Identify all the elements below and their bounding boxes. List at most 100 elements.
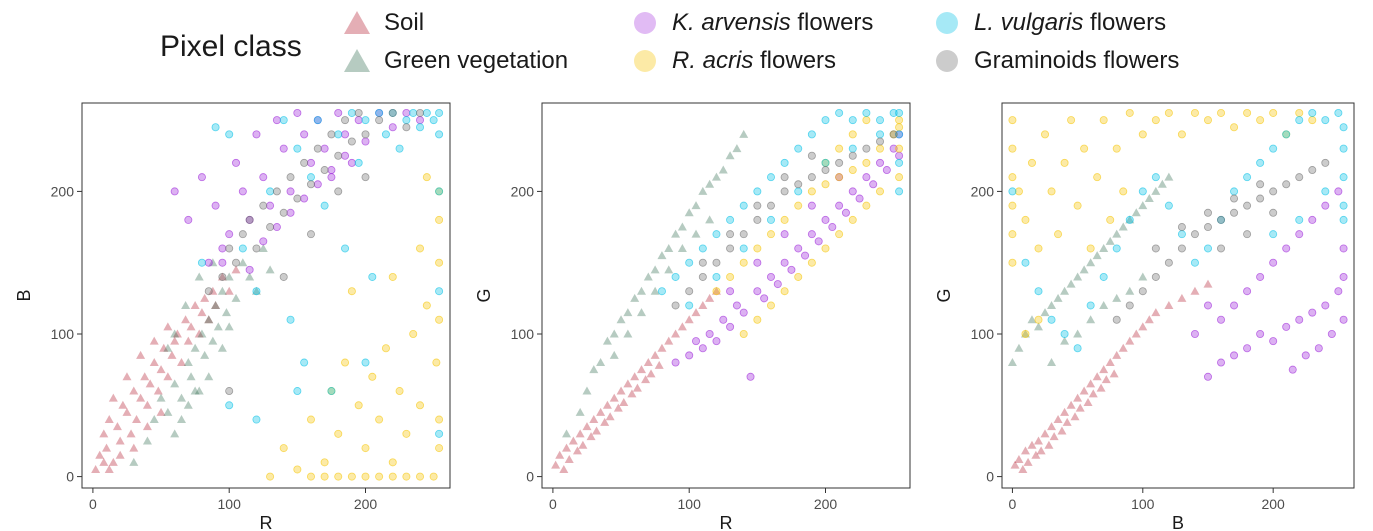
data-point [136,350,146,359]
data-point [627,389,637,398]
data-point [1203,301,1212,310]
y-axis-label: G [934,288,954,302]
data-point [739,230,748,239]
data-point [835,144,844,153]
circle-icon [634,50,656,72]
data-point [1256,272,1265,281]
data-point [1282,130,1291,139]
data-point [657,287,666,296]
data-point [183,336,193,345]
data-point [807,230,816,239]
data-point [300,194,309,203]
data-point [1334,187,1343,196]
data-point [224,286,234,295]
data-point [848,130,857,139]
data-point [726,244,735,253]
data-point [711,286,721,295]
data-point [1018,464,1028,473]
data-point [739,201,748,210]
legend-label: L. vulgaris flowers [974,9,1167,36]
circle-icon [936,12,958,34]
data-point [1034,436,1044,445]
data-point [691,201,701,210]
data-point [204,315,214,324]
data-point [895,158,904,167]
data-point [354,108,363,117]
data-point [1125,108,1134,117]
data-point [435,258,444,267]
data-point [115,450,125,459]
data-point [104,415,114,424]
data-point [91,464,101,473]
data-point [1053,415,1063,424]
data-point [862,173,871,182]
data-point [609,393,619,402]
data-point [306,158,315,167]
data-point [712,258,721,267]
series-green-vegetation [562,129,749,438]
data-point [1295,173,1304,182]
data-point [780,173,789,182]
data-point [685,258,694,267]
data-point [272,187,281,196]
data-point [429,472,438,481]
data-point [780,258,789,267]
data-point [1308,108,1317,117]
data-point [582,422,592,431]
data-point [1308,116,1317,125]
data-point [354,116,363,125]
data-point [245,265,254,274]
data-point [197,173,206,182]
data-point [1101,375,1111,384]
chart-panel-1: 0 100 200 0 100 200 R B [14,102,451,531]
series-k-arvensis-flowers [1190,187,1348,381]
data-point [251,286,261,295]
data-point [814,237,823,246]
data-point [572,446,582,455]
data-point [616,386,626,395]
data-point [760,294,769,303]
data-point [402,123,411,132]
legend: Pixel class Soil Green vegetation K. arv… [0,0,1373,90]
data-point [1073,272,1083,281]
data-point [712,272,721,281]
data-point [402,116,411,125]
data-point [1301,351,1310,360]
data-point [1230,301,1239,310]
triangle-icon [344,11,370,34]
data-point [855,194,864,203]
data-point [320,201,329,210]
data-point [1027,158,1036,167]
data-point [170,336,180,345]
data-point [753,315,762,324]
data-point [1062,417,1072,426]
data-point [646,369,656,378]
data-point [766,301,775,310]
data-point [780,187,789,196]
data-point [204,287,213,296]
x-tick-label: 0 [89,496,97,512]
x-axis-label: B [1172,513,1184,531]
data-point [1327,329,1336,338]
data-point [156,393,166,402]
data-point [136,393,146,402]
data-point [657,343,667,352]
data-point [208,336,218,345]
data-point [575,429,585,438]
data-point [685,351,694,360]
series-r-acris-flowers [1008,108,1317,338]
data-point [211,300,221,309]
data-point [657,251,667,260]
data-point [306,472,315,481]
data-point [794,201,803,210]
data-point [1008,201,1017,210]
data-point [1093,173,1102,182]
data-point [821,116,830,125]
data-point [1308,308,1317,317]
data-point [99,429,109,438]
data-point [238,230,247,239]
data-point [142,400,152,409]
data-point [1109,369,1119,378]
data-point [882,166,891,175]
data-point [1088,389,1098,398]
